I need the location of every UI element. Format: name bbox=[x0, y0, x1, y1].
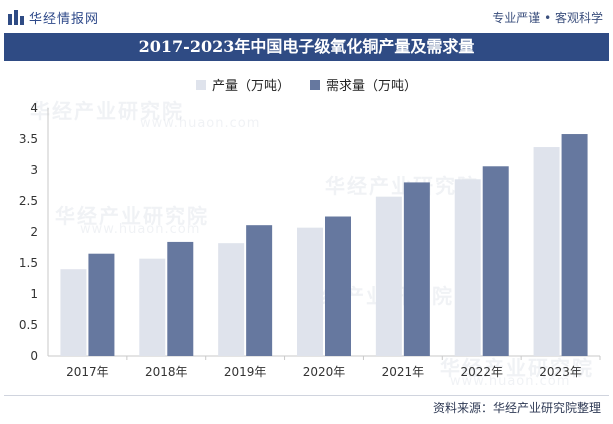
x-tick-label: 2017年 bbox=[66, 365, 109, 379]
y-tick-label: 0 bbox=[30, 349, 38, 363]
bar-production bbox=[60, 269, 87, 356]
brand: 华经情报网 bbox=[8, 8, 100, 27]
y-tick-label: 0.5 bbox=[19, 318, 38, 332]
bar-production bbox=[375, 196, 402, 356]
tagline: 专业严谨 • 客观科学 bbox=[492, 11, 603, 25]
y-tick-label: 3.5 bbox=[19, 132, 38, 146]
legend-item-production: 产量（万吨） bbox=[195, 75, 290, 94]
x-tick-label: 2019年 bbox=[224, 365, 267, 379]
bar-demand bbox=[167, 241, 194, 356]
bar-demand bbox=[561, 134, 588, 356]
legend-item-demand: 需求量（万吨） bbox=[310, 75, 417, 94]
bar-production bbox=[218, 243, 245, 356]
x-tick-label: 2018年 bbox=[145, 365, 188, 379]
bar-demand bbox=[482, 166, 509, 356]
chart-title: 2017-2023年中国电子级氧化铜产量及需求量 bbox=[4, 33, 609, 61]
bar-production bbox=[533, 147, 560, 356]
x-tick-label: 2020年 bbox=[303, 365, 346, 379]
source-note: 资料来源：华经产业研究院整理 bbox=[432, 401, 601, 415]
x-tick-label: 2021年 bbox=[382, 365, 425, 379]
brand-name: 华经情报网 bbox=[29, 11, 100, 27]
bar-production bbox=[297, 227, 323, 356]
bar-demand bbox=[325, 216, 351, 356]
y-tick-label: 4 bbox=[30, 101, 38, 115]
bar-production bbox=[454, 179, 481, 356]
y-tick-label: 1 bbox=[30, 287, 38, 301]
y-tick-label: 2.5 bbox=[19, 194, 38, 208]
divider bbox=[4, 395, 609, 396]
top-header: 华经情报网 专业严谨 • 客观科学 bbox=[0, 0, 613, 32]
x-tick-label: 2022年 bbox=[460, 365, 503, 379]
y-tick-label: 2 bbox=[30, 225, 38, 239]
legend-label-demand: 需求量（万吨） bbox=[326, 79, 418, 94]
bar-production bbox=[139, 258, 166, 356]
legend-label-production: 产量（万吨） bbox=[211, 79, 290, 94]
bar-demand bbox=[246, 225, 273, 356]
legend-swatch-production bbox=[195, 79, 206, 90]
legend-swatch-demand bbox=[310, 79, 320, 90]
y-tick-label: 1.5 bbox=[19, 256, 38, 270]
x-tick-label: 2023年 bbox=[539, 365, 582, 379]
bar-demand bbox=[88, 253, 115, 356]
logo-icon bbox=[8, 9, 24, 25]
y-tick-label: 3 bbox=[30, 163, 38, 177]
bar-demand bbox=[403, 182, 430, 356]
legend: 产量（万吨） 需求量（万吨） bbox=[0, 75, 613, 94]
